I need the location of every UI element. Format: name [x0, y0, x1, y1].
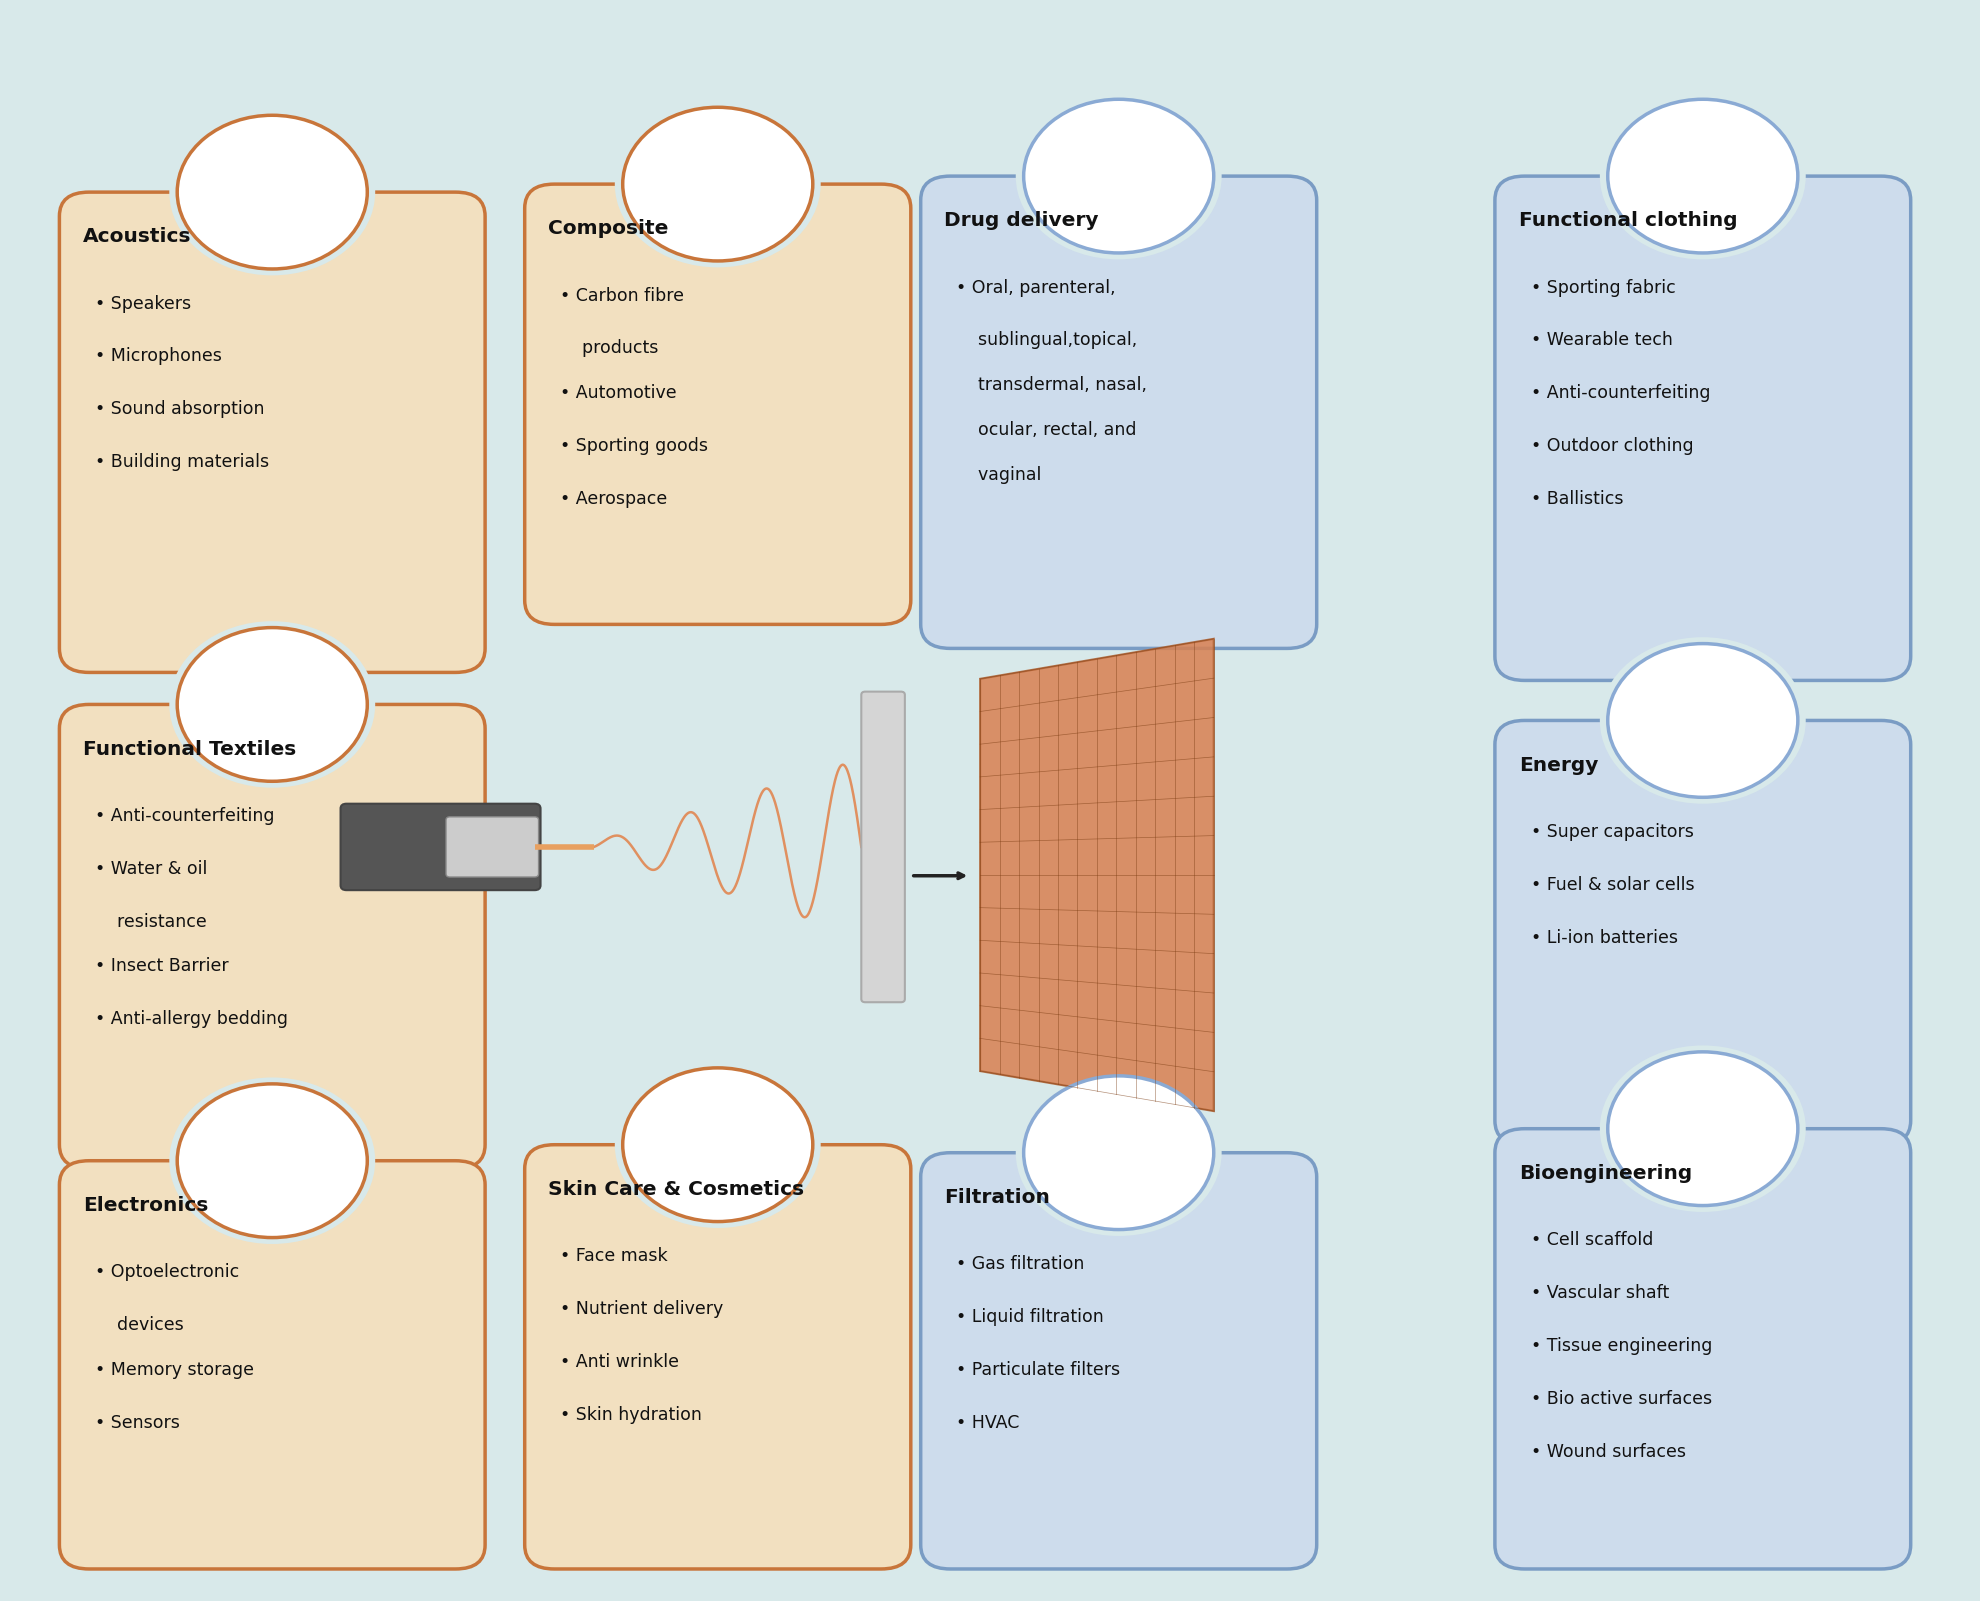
FancyBboxPatch shape — [1495, 176, 1911, 680]
Text: • Water & oil: • Water & oil — [95, 860, 208, 877]
Text: • Optoelectronic: • Optoelectronic — [95, 1263, 240, 1281]
FancyBboxPatch shape — [525, 1145, 911, 1569]
FancyBboxPatch shape — [921, 176, 1317, 648]
Text: • Building materials: • Building materials — [95, 453, 269, 471]
Text: Acoustics: Acoustics — [83, 227, 192, 247]
Circle shape — [1600, 637, 1806, 804]
Circle shape — [624, 107, 814, 261]
Text: • Anti-allergy bedding: • Anti-allergy bedding — [95, 1010, 287, 1028]
Circle shape — [1024, 1076, 1214, 1230]
Text: Electronics: Electronics — [83, 1196, 208, 1215]
Text: • Sporting goods: • Sporting goods — [560, 437, 709, 455]
Text: • Insect Barrier: • Insect Barrier — [95, 957, 228, 975]
Text: • Bio active surfaces: • Bio active surfaces — [1531, 1390, 1711, 1407]
FancyBboxPatch shape — [59, 704, 485, 1169]
Text: Functional clothing: Functional clothing — [1519, 211, 1736, 231]
Text: • Wearable tech: • Wearable tech — [1531, 331, 1673, 349]
Text: • Tissue engineering: • Tissue engineering — [1531, 1337, 1713, 1354]
FancyBboxPatch shape — [921, 1153, 1317, 1569]
Text: • Skin hydration: • Skin hydration — [560, 1406, 703, 1423]
Text: • HVAC: • HVAC — [956, 1414, 1020, 1431]
Text: Skin Care & Cosmetics: Skin Care & Cosmetics — [548, 1180, 804, 1199]
Text: products: products — [560, 339, 659, 357]
Text: devices: devices — [95, 1316, 184, 1334]
Text: transdermal, nasal,: transdermal, nasal, — [956, 376, 1146, 394]
Circle shape — [624, 1068, 814, 1222]
Text: • Memory storage: • Memory storage — [95, 1361, 253, 1378]
Text: • Li-ion batteries: • Li-ion batteries — [1531, 929, 1677, 946]
Text: • Anti-counterfeiting: • Anti-counterfeiting — [1531, 384, 1711, 402]
Text: resistance: resistance — [95, 913, 206, 930]
Text: • Aerospace: • Aerospace — [560, 490, 667, 508]
Circle shape — [1600, 1045, 1806, 1212]
Text: • Oral, parenteral,: • Oral, parenteral, — [956, 279, 1117, 296]
FancyBboxPatch shape — [1495, 720, 1911, 1145]
Text: • Liquid filtration: • Liquid filtration — [956, 1308, 1105, 1326]
FancyBboxPatch shape — [861, 692, 905, 1002]
Text: • Particulate filters: • Particulate filters — [956, 1361, 1121, 1378]
Circle shape — [1608, 1052, 1798, 1206]
Circle shape — [168, 109, 376, 275]
FancyBboxPatch shape — [1495, 1129, 1911, 1569]
Text: • Outdoor clothing: • Outdoor clothing — [1531, 437, 1693, 455]
Circle shape — [1016, 93, 1222, 259]
Text: Bioengineering: Bioengineering — [1519, 1164, 1691, 1183]
Text: • Ballistics: • Ballistics — [1531, 490, 1624, 508]
Text: • Vascular shaft: • Vascular shaft — [1531, 1284, 1669, 1302]
Text: • Automotive: • Automotive — [560, 384, 677, 402]
Text: • Cell scaffold: • Cell scaffold — [1531, 1231, 1653, 1249]
Circle shape — [1608, 644, 1798, 797]
Text: Filtration: Filtration — [944, 1188, 1049, 1207]
Circle shape — [178, 115, 368, 269]
FancyBboxPatch shape — [525, 184, 911, 624]
Text: • Anti wrinkle: • Anti wrinkle — [560, 1353, 679, 1370]
Text: • Face mask: • Face mask — [560, 1247, 667, 1265]
FancyBboxPatch shape — [59, 1161, 485, 1569]
Text: Drug delivery: Drug delivery — [944, 211, 1099, 231]
Text: vaginal: vaginal — [956, 466, 1041, 484]
Text: • Sound absorption: • Sound absorption — [95, 400, 265, 418]
Polygon shape — [980, 639, 1214, 1111]
Circle shape — [614, 101, 822, 267]
FancyBboxPatch shape — [59, 192, 485, 672]
Text: • Nutrient delivery: • Nutrient delivery — [560, 1300, 723, 1318]
Text: sublingual,topical,: sublingual,topical, — [956, 331, 1138, 349]
Text: Composite: Composite — [548, 219, 669, 239]
Circle shape — [168, 621, 376, 788]
Circle shape — [1024, 99, 1214, 253]
Text: Energy: Energy — [1519, 756, 1598, 775]
Circle shape — [178, 628, 368, 781]
Text: • Super capacitors: • Super capacitors — [1531, 823, 1693, 841]
Text: • Anti-counterfeiting: • Anti-counterfeiting — [95, 807, 275, 825]
Circle shape — [168, 1077, 376, 1244]
Text: Functional Textiles: Functional Textiles — [83, 740, 297, 759]
Text: • Gas filtration: • Gas filtration — [956, 1255, 1085, 1273]
Text: • Microphones: • Microphones — [95, 347, 222, 365]
FancyBboxPatch shape — [341, 804, 541, 890]
Circle shape — [614, 1061, 822, 1228]
Text: • Speakers: • Speakers — [95, 295, 192, 312]
Circle shape — [1016, 1069, 1222, 1236]
Text: • Fuel & solar cells: • Fuel & solar cells — [1531, 876, 1695, 893]
Circle shape — [1600, 93, 1806, 259]
Text: • Sensors: • Sensors — [95, 1414, 180, 1431]
Circle shape — [1608, 99, 1798, 253]
Text: • Wound surfaces: • Wound surfaces — [1531, 1443, 1685, 1460]
FancyBboxPatch shape — [446, 817, 539, 877]
Circle shape — [178, 1084, 368, 1238]
Text: • Carbon fibre: • Carbon fibre — [560, 287, 685, 304]
Text: ocular, rectal, and: ocular, rectal, and — [956, 421, 1137, 439]
Text: • Sporting fabric: • Sporting fabric — [1531, 279, 1675, 296]
